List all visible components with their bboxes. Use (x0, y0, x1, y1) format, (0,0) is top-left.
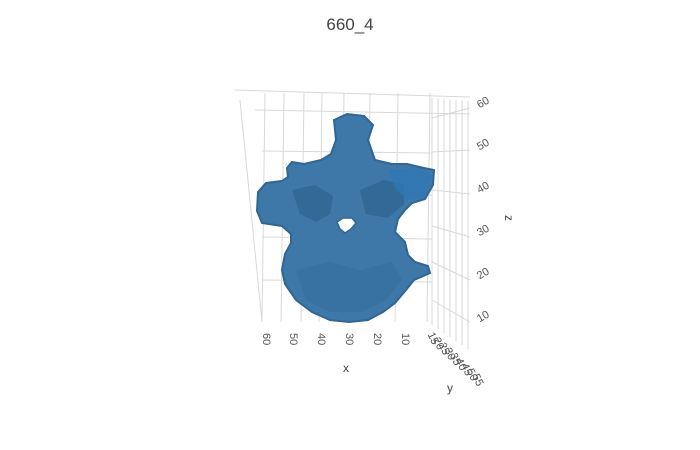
grid-line (239, 99, 263, 323)
y-tick-label: 40 (453, 356, 469, 372)
mesh-shade-bottom (296, 262, 402, 312)
y-tick-label: 15 (425, 330, 441, 346)
z-tick-label: 50 (475, 137, 492, 154)
grid-line (234, 89, 471, 98)
y-tick-label: 55 (469, 372, 485, 388)
x-tick-label: 30 (343, 333, 355, 345)
y-tick-label: 25 (436, 341, 452, 357)
y-tick-label: 35 (447, 351, 463, 367)
x-tick-label: 20 (371, 333, 383, 345)
x-tick-label: 40 (315, 333, 327, 345)
mesh-shade-left (292, 185, 333, 222)
z-tick-label: 60 (475, 95, 492, 112)
x-tick-label: 10 (399, 333, 411, 345)
mesh-shade-right (360, 180, 404, 218)
x-axis-ticks: 60 50 40 30 20 10 (260, 333, 411, 345)
x-tick-label: 50 (287, 333, 299, 345)
x-axis-title: x (343, 361, 349, 375)
z-axis-title: z (502, 215, 516, 221)
z-axis-ticks: 10 20 30 40 50 60 (475, 95, 492, 326)
y-axis-title: y (447, 381, 453, 395)
y-tick-label: 30 (441, 346, 457, 362)
mesh-shade-wing (388, 168, 432, 200)
x-tick-label: 60 (260, 333, 272, 345)
chart-title: 660_4 (326, 15, 373, 34)
y-tick-label: 50 (464, 367, 480, 383)
y-tick-label: 20 (430, 336, 446, 352)
z-tick-label: 30 (475, 223, 492, 240)
z-tick-label: 40 (475, 180, 492, 197)
z-tick-label: 20 (475, 266, 492, 283)
mesh-surface (255, 112, 436, 324)
grid-line (254, 109, 471, 115)
y-tick-label: 45 (458, 362, 474, 378)
vertebral-foramen (336, 217, 357, 234)
grid-line (426, 92, 431, 323)
z-tick-label: 10 (475, 309, 492, 326)
